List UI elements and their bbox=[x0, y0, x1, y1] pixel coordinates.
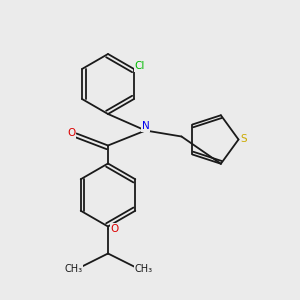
Text: CH₃: CH₃ bbox=[64, 264, 82, 274]
Text: S: S bbox=[241, 134, 247, 145]
Text: O: O bbox=[67, 128, 75, 139]
Text: N: N bbox=[142, 121, 149, 131]
Text: O: O bbox=[110, 224, 119, 234]
Text: CH₃: CH₃ bbox=[135, 264, 153, 274]
Text: Cl: Cl bbox=[134, 61, 145, 71]
